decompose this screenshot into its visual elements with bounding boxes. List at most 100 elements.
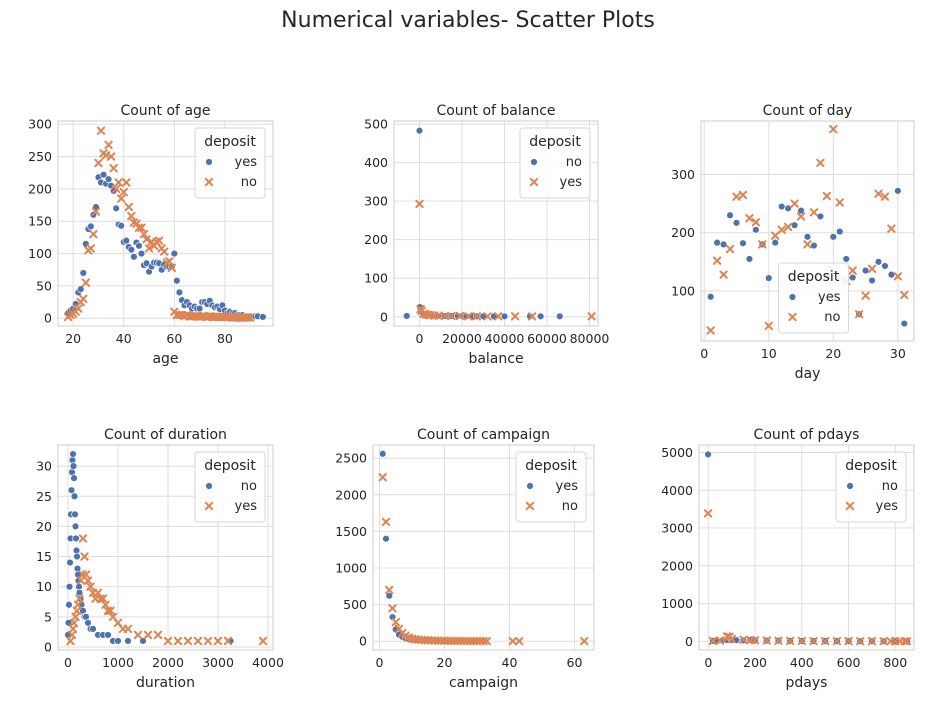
- data-point-no: [854, 310, 864, 319]
- legend-title: deposit: [788, 269, 840, 285]
- legend-title: deposit: [204, 134, 256, 150]
- data-point-yes: [223, 636, 233, 646]
- data-point-yes: [104, 175, 113, 183]
- data-point-no: [89, 229, 98, 239]
- x-tick-label: 0: [704, 655, 712, 670]
- data-point-no: [119, 187, 128, 197]
- data-point-yes: [719, 240, 728, 249]
- data-point-yes: [483, 312, 492, 321]
- data-point-yes: [203, 636, 213, 646]
- scatter-panel-5: 0 20 40 60 0 500 1000 1500 2000 2500 Count of camp…: [335, 427, 595, 691]
- data-point-no: [114, 637, 122, 645]
- legend-marker-yes: [204, 501, 214, 511]
- data-point-yes: [774, 636, 783, 645]
- data-point-no: [167, 263, 177, 272]
- data-point-no: [391, 617, 400, 627]
- data-point-no: [104, 140, 113, 150]
- data-point-yes: [86, 582, 95, 591]
- data-point-yes: [732, 219, 741, 227]
- data-point-yes: [87, 222, 95, 231]
- x-tick-label: 2000: [152, 655, 184, 670]
- x-tick-label: 60000: [527, 331, 567, 346]
- legend-marker-yes: [205, 158, 213, 166]
- data-point-no: [72, 534, 80, 543]
- data-point-yes: [739, 635, 748, 645]
- data-point-yes: [434, 311, 443, 320]
- data-point-yes: [832, 636, 842, 646]
- data-point-no: [74, 304, 83, 313]
- data-point-yes: [472, 312, 482, 321]
- scatter-panel-6: 0 200 400 600 800 0 1000 2000 3000 4000 5000 Count …: [661, 427, 915, 691]
- data-point-yes: [510, 312, 520, 321]
- data-point-yes: [868, 276, 876, 285]
- data-point-no: [790, 199, 799, 208]
- y-tick-label: 15: [36, 549, 52, 564]
- y-tick-label: 20: [36, 519, 52, 534]
- y-tick-label: 2000: [335, 487, 367, 502]
- x-tick-label: 0: [700, 346, 708, 361]
- y-tick-label: 0: [380, 309, 388, 324]
- data-point-yes: [861, 266, 870, 275]
- data-point-yes: [135, 242, 143, 250]
- figure-title: Numerical variables- Scatter Plots: [281, 8, 655, 33]
- data-point-yes: [750, 636, 760, 645]
- data-point-yes: [879, 637, 888, 646]
- data-point-yes: [99, 170, 108, 179]
- data-point-no: [142, 235, 151, 244]
- data-point-no: [124, 202, 134, 212]
- y-tick-label: 50: [36, 278, 52, 293]
- data-point-yes: [83, 576, 93, 585]
- data-point-no: [829, 124, 838, 134]
- legend-marker-yes: [529, 177, 539, 187]
- data-point-no: [70, 474, 78, 482]
- x-axis-label: campaign: [449, 675, 518, 691]
- data-point-no: [109, 164, 118, 173]
- legend-entry-yes: yes: [818, 290, 841, 305]
- data-point-no: [874, 189, 883, 198]
- data-point-yes: [816, 212, 825, 221]
- x-tick-label: 1000: [102, 655, 134, 670]
- data-point-no: [117, 194, 126, 203]
- plot-frame: [372, 444, 595, 651]
- data-point-no: [867, 264, 877, 274]
- data-point-yes: [79, 269, 87, 277]
- data-point-yes: [163, 636, 173, 646]
- x-tick-label: 0: [416, 331, 424, 346]
- legend-entry-yes: yes: [560, 175, 583, 190]
- data-point-yes: [881, 262, 889, 270]
- data-point-no: [758, 240, 767, 249]
- data-point-yes: [423, 310, 433, 320]
- data-point-yes: [127, 245, 136, 254]
- data-point-no: [137, 223, 146, 232]
- y-tick-label: 300: [671, 167, 695, 182]
- data-point-no: [91, 207, 101, 216]
- data-point-no: [508, 636, 517, 646]
- panel-title: Count of age: [120, 103, 210, 119]
- x-tick-label: 20: [437, 655, 453, 670]
- data-point-yes: [195, 304, 204, 313]
- data-point-no: [861, 291, 870, 300]
- y-tick-label: 10: [36, 579, 52, 594]
- data-point-no: [160, 247, 169, 256]
- data-point-yes: [844, 636, 853, 646]
- x-tick-label: 400: [790, 655, 814, 670]
- x-axis-label: pdays: [786, 675, 828, 691]
- data-point-yes: [842, 255, 850, 263]
- data-point-yes: [727, 634, 736, 644]
- data-point-yes: [708, 636, 718, 646]
- legend-entry-no: no: [824, 310, 840, 325]
- legend-title: deposit: [529, 134, 581, 150]
- x-tick-label: 800: [883, 655, 907, 670]
- panel-title: Count of day: [763, 103, 853, 119]
- data-point-no: [66, 558, 74, 567]
- data-point-no: [165, 257, 174, 266]
- data-point-no: [796, 212, 806, 221]
- data-point-yes: [797, 636, 807, 646]
- y-tick-label: 300: [364, 194, 388, 209]
- data-point-no: [86, 244, 96, 253]
- x-tick-label: 0: [376, 655, 384, 670]
- x-tick-label: 60: [567, 655, 583, 670]
- data-point-yes: [382, 535, 390, 543]
- legend-entry-no: no: [241, 175, 257, 190]
